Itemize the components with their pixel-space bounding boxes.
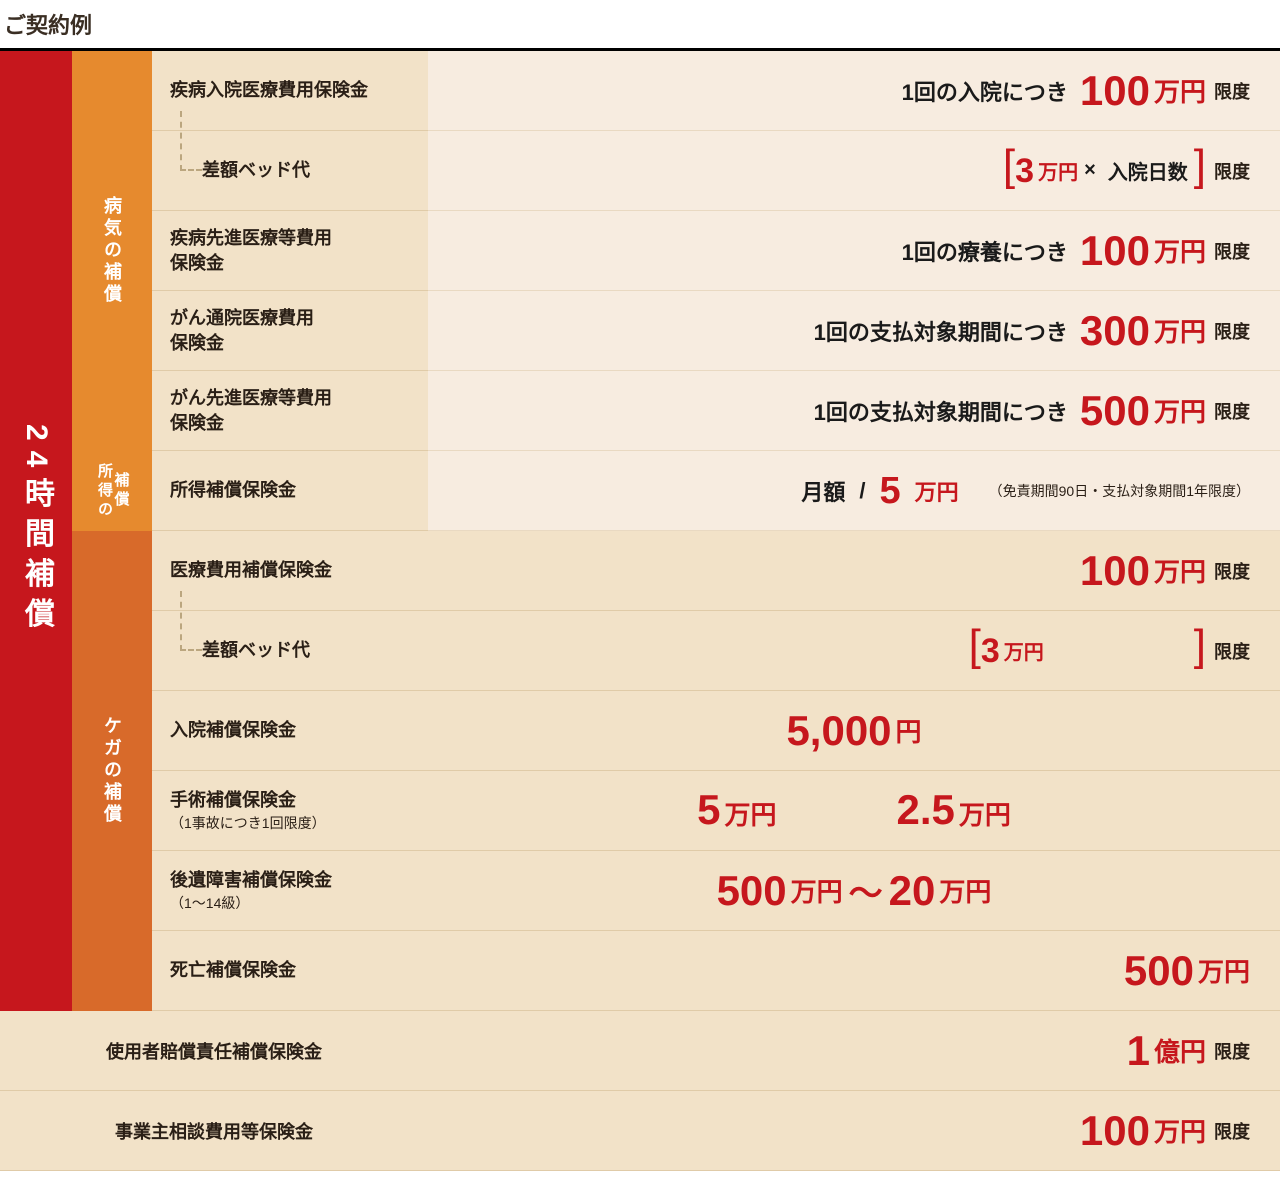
row-label: 所得補償保険金 xyxy=(152,451,428,531)
bottom-rows: 使用者賠償責任補償保険金 1 億円 限度 事業主相談費用等保険金 100 万円 … xyxy=(0,1011,1280,1171)
table-row: 入院補償保険金 5,000 円 xyxy=(152,691,1280,771)
row-value: 1回の入院につき 100 万円 限度 xyxy=(428,51,1280,131)
row-value: 5,000 円 xyxy=(428,691,1280,771)
row-label: 使用者賠償責任補償保険金 xyxy=(0,1011,428,1090)
table-row: 所得補償保険金 月額 / 5 万円 （免責期間90日・支払対象期間1年限度） xyxy=(152,451,1280,531)
row-value: 500 万円 xyxy=(428,931,1280,1011)
row-label: 後遺障害補償保険金（1〜14級） xyxy=(152,851,428,931)
row-label-sub: 差額ベッド代 xyxy=(152,131,428,211)
table-row: 使用者賠償責任補償保険金 1 億円 限度 xyxy=(0,1011,1280,1091)
row-label: 事業主相談費用等保険金 xyxy=(0,1091,428,1170)
table-row: 死亡補償保険金 500 万円 xyxy=(152,931,1280,1011)
table-row: 事業主相談費用等保険金 100 万円 限度 xyxy=(0,1091,1280,1171)
coverage-table: 24時間補償 病気の補償 所得の補償 ケガの補償 疾病入院医療費用保険金 1回の… xyxy=(0,48,1280,1011)
row-value: 500 万円 〜 20 万円 xyxy=(428,851,1280,931)
rows-column: 疾病入院医療費用保険金 1回の入院につき 100 万円 限度 差額ベッド代 [ … xyxy=(152,51,1280,1011)
row-value: [ 3 万円 ] 限度 xyxy=(428,611,1280,691)
table-row: がん先進医療等費用 保険金 1回の支払対象期間につき 500 万円 限度 xyxy=(152,371,1280,451)
row-label: 死亡補償保険金 xyxy=(152,931,428,1011)
row-value: 1回の療養につき 100 万円 限度 xyxy=(428,211,1280,291)
table-row: 差額ベッド代 [ 3 万円 ] 限度 xyxy=(152,611,1280,691)
row-value: 1回の支払対象期間につき 300 万円 限度 xyxy=(428,291,1280,371)
row-label: 入院補償保険金 xyxy=(152,691,428,771)
table-row: 後遺障害補償保険金（1〜14級） 500 万円 〜 20 万円 xyxy=(152,851,1280,931)
section-income: 所得の補償 xyxy=(72,451,152,531)
row-value: 1回の支払対象期間につき 500 万円 限度 xyxy=(428,371,1280,451)
row-value: 1 億円 限度 xyxy=(428,1011,1280,1090)
table-row: 疾病先進医療等費用 保険金 1回の療養につき 100 万円 限度 xyxy=(152,211,1280,291)
section-column: 病気の補償 所得の補償 ケガの補償 xyxy=(72,51,152,1011)
row-label: がん通院医療費用 保険金 xyxy=(152,291,428,371)
section-injury: ケガの補償 xyxy=(72,531,152,1011)
row-label: 手術補償保険金（1事故につき1回限度） xyxy=(152,771,428,851)
table-row: 疾病入院医療費用保険金 1回の入院につき 100 万円 限度 xyxy=(152,51,1280,131)
row-value: 月額 / 5 万円 （免責期間90日・支払対象期間1年限度） xyxy=(428,451,1280,531)
row-value: [ 3 万円 × 入院日数 ] 限度 xyxy=(428,131,1280,211)
section-sickness: 病気の補償 xyxy=(72,51,152,451)
row-value: 100 万円 限度 xyxy=(428,1091,1280,1170)
table-row: がん通院医療費用 保険金 1回の支払対象期間につき 300 万円 限度 xyxy=(152,291,1280,371)
row-value: 100 万円 限度 xyxy=(428,531,1280,611)
table-row: 差額ベッド代 [ 3 万円 × 入院日数 ] 限度 xyxy=(152,131,1280,211)
table-row: 手術補償保険金（1事故につき1回限度） 5 万円 2.5 万円 xyxy=(152,771,1280,851)
left-vertical-bar: 24時間補償 xyxy=(0,51,72,1011)
row-label: 疾病先進医療等費用 保険金 xyxy=(152,211,428,291)
row-label-sub: 差額ベッド代 xyxy=(152,611,428,691)
table-title: ご契約例 xyxy=(0,0,1280,48)
row-value: 5 万円 2.5 万円 xyxy=(428,771,1280,851)
table-row: 医療費用補償保険金 100 万円 限度 xyxy=(152,531,1280,611)
row-label: がん先進医療等費用 保険金 xyxy=(152,371,428,451)
left-bar-text: 24時間補償 xyxy=(14,424,58,637)
